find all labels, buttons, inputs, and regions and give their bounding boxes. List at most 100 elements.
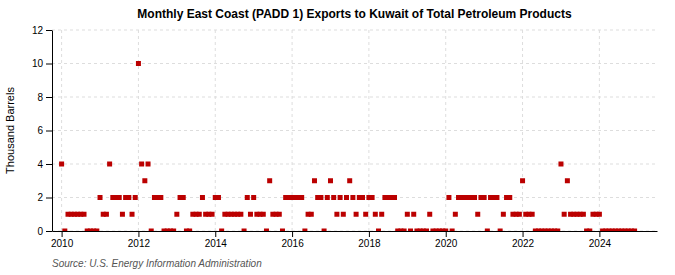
point	[363, 212, 368, 217]
point	[443, 229, 448, 232]
grid-line-x	[292, 30, 293, 231]
point	[197, 212, 202, 217]
point	[107, 162, 112, 167]
point	[475, 212, 480, 217]
point	[318, 195, 323, 200]
point	[331, 195, 336, 200]
plot-area: 2010201220142016201820202022202402468101…	[32, 25, 658, 249]
point	[501, 212, 506, 217]
point	[392, 195, 397, 200]
point	[136, 61, 141, 66]
point	[200, 195, 205, 200]
grid-line-x	[599, 30, 600, 231]
point	[267, 178, 272, 183]
point	[328, 178, 333, 183]
title: Monthly East Coast (PADD 1) Exports to K…	[137, 7, 572, 21]
y-axis-tick-label: 10	[32, 58, 44, 69]
x-axis-tick-label: 2018	[358, 238, 381, 249]
y-axis-tick: 12	[32, 25, 52, 36]
point	[405, 212, 410, 217]
point	[142, 178, 147, 183]
y-axis-tick-label: 4	[37, 159, 43, 170]
x-axis-tick-label: 2024	[589, 238, 612, 249]
x-axis-tick-mark	[523, 231, 524, 237]
point	[280, 229, 285, 232]
point	[530, 212, 535, 217]
grid-line-x	[138, 30, 139, 231]
point	[325, 195, 330, 200]
point	[494, 195, 499, 200]
x-axis-tick: 2024	[589, 231, 612, 249]
y-axis-tick-label: 0	[37, 226, 43, 237]
grid-line-y	[52, 63, 657, 64]
y-axis-tick-label: 6	[37, 125, 43, 136]
chart: 2010201220142016201820202022202402468101…	[0, 0, 675, 275]
point	[558, 162, 563, 167]
point	[565, 178, 570, 183]
point	[82, 212, 87, 217]
x-axis-tick-label: 2022	[512, 238, 535, 249]
point	[238, 212, 243, 217]
x-axis-tick: 2018	[358, 231, 381, 249]
points	[59, 61, 637, 231]
point	[302, 229, 307, 232]
point	[187, 229, 192, 232]
x-axis-tick-mark	[369, 231, 370, 237]
point	[248, 212, 253, 217]
annotation: Source: U.S. Energy Information Administ…	[52, 258, 262, 269]
point	[338, 195, 343, 200]
point	[446, 195, 451, 200]
grid-line-y	[52, 30, 657, 31]
grid-line-x	[215, 30, 216, 231]
point	[181, 195, 186, 200]
point	[149, 229, 154, 232]
point	[520, 178, 525, 183]
x-axis-tick-label: 2016	[281, 238, 304, 249]
grid	[52, 30, 657, 231]
grid-line-y	[52, 97, 657, 98]
point	[408, 229, 413, 232]
point	[146, 162, 151, 167]
grid-line-x	[522, 30, 523, 231]
point	[379, 212, 384, 217]
point	[402, 229, 407, 232]
x-axis-tick-mark	[599, 231, 600, 237]
y-axis-tick-mark	[46, 30, 52, 31]
x-axis-tick: 2010	[51, 231, 74, 249]
x-axis-tick: 2022	[512, 231, 535, 249]
y-axis-tick-label: 12	[32, 25, 44, 36]
point	[411, 212, 416, 217]
point	[104, 212, 109, 217]
point	[498, 229, 503, 232]
grid-line-y	[52, 130, 657, 131]
y-axis-tick: 10	[32, 58, 52, 69]
point	[354, 212, 359, 217]
point	[517, 212, 522, 217]
point	[334, 212, 339, 217]
point	[427, 212, 432, 217]
y-axis-tick-mark	[46, 164, 52, 165]
point	[350, 195, 355, 200]
point	[242, 229, 247, 232]
x-axis-tick-mark	[138, 231, 139, 237]
point	[450, 229, 455, 232]
point	[245, 195, 250, 200]
x-axis-tick-mark	[62, 231, 63, 237]
point	[133, 195, 138, 200]
point	[94, 229, 99, 232]
point	[98, 195, 103, 200]
point	[344, 195, 349, 200]
point	[126, 195, 131, 200]
point	[555, 229, 560, 232]
x-axis-tick-mark	[215, 231, 216, 237]
point	[341, 212, 346, 217]
y-axis-tick: 8	[37, 92, 52, 103]
grid-line-x	[61, 30, 62, 231]
x-axis-tick-label: 2020	[435, 238, 458, 249]
x-axis-tick: 2020	[435, 231, 458, 249]
point	[216, 195, 221, 200]
point	[219, 229, 224, 232]
x-axis-tick-label: 2012	[128, 238, 151, 249]
point	[312, 178, 317, 183]
y-axis-line	[52, 31, 53, 232]
